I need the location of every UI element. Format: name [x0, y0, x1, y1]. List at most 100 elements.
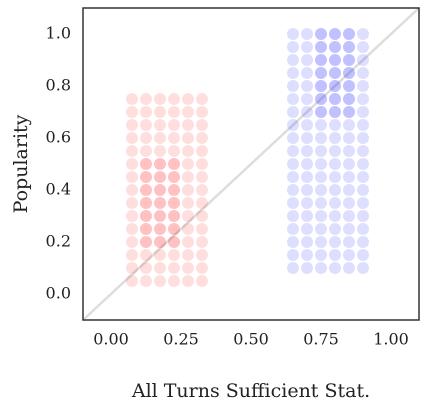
- point: [126, 119, 138, 131]
- point: [154, 197, 166, 209]
- point: [126, 171, 138, 183]
- point: [154, 236, 166, 248]
- point: [315, 54, 327, 66]
- point: [357, 54, 369, 66]
- point: [343, 80, 355, 92]
- point: [343, 236, 355, 248]
- point: [140, 93, 152, 105]
- point: [154, 145, 166, 157]
- point: [343, 41, 355, 53]
- point: [301, 93, 313, 105]
- point: [287, 249, 299, 261]
- point: [126, 197, 138, 209]
- point: [196, 197, 208, 209]
- point: [126, 223, 138, 235]
- point: [301, 67, 313, 79]
- point: [182, 262, 194, 274]
- point: [315, 184, 327, 196]
- point: [140, 158, 152, 170]
- point: [315, 119, 327, 131]
- point: [154, 236, 166, 248]
- point: [154, 132, 166, 144]
- point: [343, 28, 355, 40]
- point: [196, 171, 208, 183]
- point: [287, 80, 299, 92]
- point: [154, 158, 166, 170]
- point: [154, 223, 166, 235]
- point: [168, 171, 180, 183]
- point: [287, 119, 299, 131]
- point: [329, 119, 341, 131]
- point: [168, 171, 180, 183]
- point: [357, 80, 369, 92]
- point: [329, 80, 341, 92]
- point: [168, 223, 180, 235]
- point: [315, 28, 327, 40]
- x-tick-label: 0.00: [93, 330, 129, 349]
- point: [154, 184, 166, 196]
- point: [329, 41, 341, 53]
- point: [168, 184, 180, 196]
- point: [301, 197, 313, 209]
- point: [329, 223, 341, 235]
- point: [315, 249, 327, 261]
- point: [343, 262, 355, 274]
- point: [287, 223, 299, 235]
- point: [357, 106, 369, 118]
- point: [301, 236, 313, 248]
- point: [343, 158, 355, 170]
- point: [126, 262, 138, 274]
- point: [301, 119, 313, 131]
- point: [287, 67, 299, 79]
- point: [343, 249, 355, 261]
- point: [182, 106, 194, 118]
- point: [357, 249, 369, 261]
- y-tick-label: 0.2: [46, 232, 71, 251]
- point: [182, 275, 194, 287]
- y-tick-label: 0.0: [46, 284, 71, 303]
- point: [168, 262, 180, 274]
- point: [126, 184, 138, 196]
- point: [140, 119, 152, 131]
- point: [343, 28, 355, 40]
- point: [329, 184, 341, 196]
- point: [196, 236, 208, 248]
- point: [140, 132, 152, 144]
- point: [126, 93, 138, 105]
- point: [154, 106, 166, 118]
- point: [357, 236, 369, 248]
- point: [168, 106, 180, 118]
- point: [182, 119, 194, 131]
- point: [329, 236, 341, 248]
- point: [329, 106, 341, 118]
- point: [315, 236, 327, 248]
- point: [168, 93, 180, 105]
- point: [168, 275, 180, 287]
- point: [357, 184, 369, 196]
- point: [357, 158, 369, 170]
- point: [126, 106, 138, 118]
- point: [301, 132, 313, 144]
- point: [357, 197, 369, 209]
- point: [357, 28, 369, 40]
- y-tick-label: 0.4: [46, 180, 71, 199]
- point: [315, 93, 327, 105]
- point: [315, 28, 327, 40]
- point: [315, 80, 327, 92]
- point: [287, 106, 299, 118]
- point: [154, 171, 166, 183]
- point: [154, 210, 166, 222]
- point: [301, 145, 313, 157]
- point: [301, 54, 313, 66]
- point: [196, 223, 208, 235]
- point: [196, 262, 208, 274]
- point: [140, 184, 152, 196]
- point: [301, 249, 313, 261]
- point: [329, 41, 341, 53]
- point: [329, 145, 341, 157]
- y-tick-label: 1.0: [46, 24, 71, 43]
- point: [182, 132, 194, 144]
- y-axis-label: Popularity: [10, 114, 32, 213]
- point: [357, 210, 369, 222]
- point: [357, 119, 369, 131]
